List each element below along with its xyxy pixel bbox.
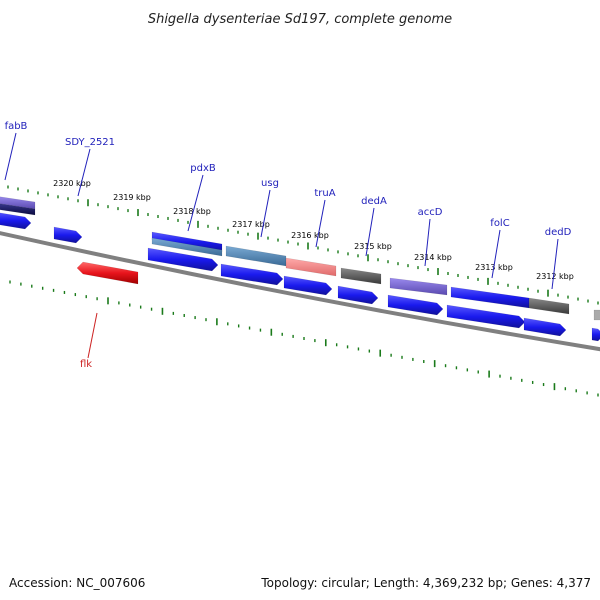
truA-block — [285, 257, 337, 277]
map-title: Shigella dysenteriae Sd197, complete gen… — [148, 12, 452, 27]
gene-leader-line — [77, 148, 91, 197]
accD-block — [389, 277, 448, 296]
gene-label: accD — [418, 207, 443, 218]
tick-label: 2320 kbp — [53, 179, 91, 188]
feature-tracks — [0, 196, 600, 342]
accession-text: Accession: NC_007606 — [9, 576, 145, 590]
tick-label: 2315 kbp — [354, 242, 392, 251]
forward-cds-arrow — [446, 304, 526, 329]
flk-reverse-cds — [76, 261, 139, 285]
edge-gray-block — [593, 309, 600, 321]
folC-block — [450, 286, 530, 309]
tick-label: 2317 kbp — [232, 220, 270, 229]
dedA-block — [340, 267, 382, 285]
gene-label: dedD — [545, 227, 572, 238]
fabB-dark-block — [0, 203, 36, 216]
gene-leader-line — [87, 312, 98, 359]
gene-leader-line — [365, 207, 375, 257]
gene-leader-line — [4, 132, 17, 181]
backbone-line — [0, 231, 600, 352]
tick-label: 2319 kbp — [113, 193, 151, 202]
gene-leader-line — [424, 218, 431, 267]
forward-cds-arrow — [337, 285, 379, 305]
gene-label: dedA — [361, 196, 387, 207]
gene-label: flk — [80, 359, 92, 370]
tick-label: 2314 kbp — [414, 253, 452, 262]
gene-label: SDY_2521 — [65, 137, 115, 148]
tick-label: 2316 kbp — [291, 231, 329, 240]
genome-backbone — [0, 231, 600, 352]
forward-cds-arrow — [220, 263, 284, 286]
forward-cds-arrow — [591, 327, 600, 342]
forward-cds-arrow — [387, 294, 444, 316]
gene-label: fabB — [5, 121, 28, 132]
gene-label: truA — [314, 188, 335, 199]
pdxB-rna-block — [151, 237, 223, 257]
gene-label: usg — [261, 178, 279, 189]
forward-cds-arrow — [0, 212, 32, 230]
topology-summary: Topology: circular; Length: 4,369,232 bp… — [260, 576, 591, 590]
gene-leader-line — [187, 174, 204, 232]
gene-label: folC — [490, 218, 509, 229]
gene-leader-line — [260, 189, 271, 238]
gene-leader-line — [315, 199, 326, 248]
tick-label: 2312 kbp — [536, 272, 574, 281]
gene-labels: fabB SDY_2521 pdxB usg truA dedA accD folC dedD f… — [4, 121, 572, 370]
forward-cds-arrow — [283, 275, 333, 296]
gene-leader-line — [491, 229, 501, 279]
usg-block — [225, 245, 287, 267]
dedD-block — [528, 297, 570, 315]
gene-leader-line — [551, 238, 559, 290]
forward-cds-arrow — [523, 317, 567, 337]
forward-cds-arrow — [147, 247, 219, 272]
tick-label: 2318 kbp — [173, 207, 211, 216]
forward-cds-arrow — [53, 226, 83, 244]
gene-label: pdxB — [190, 163, 216, 174]
